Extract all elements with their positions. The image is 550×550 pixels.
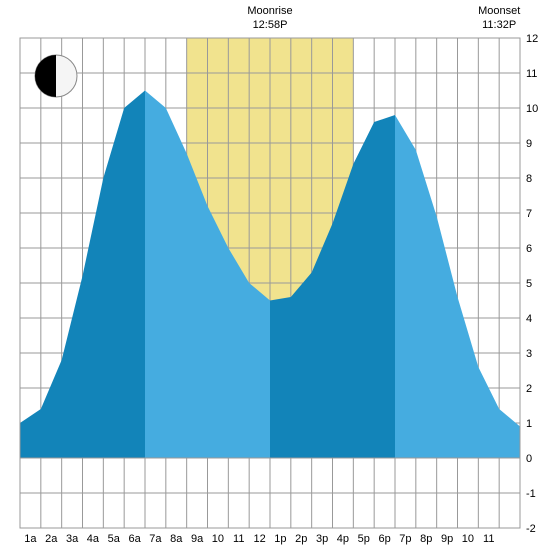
chart-svg: 1a2a3a4a5a6a7a8a9a1011121p2p3p4p5p6p7p8p… [0,0,550,550]
y-label: -2 [526,523,536,535]
x-label: 10 [212,533,224,545]
x-label: 7a [149,533,162,545]
y-label: 11 [526,68,537,80]
x-label: 11 [233,533,244,545]
y-label: 4 [526,313,532,325]
moon-phase-shadow [35,55,56,97]
x-label: 6a [128,533,141,545]
x-label: 5a [108,533,121,545]
moonrise-time: 12:58P [253,19,288,31]
x-label: 9p [441,533,453,545]
x-label: 5p [358,533,370,545]
moonrise-label: Moonrise [247,5,292,17]
y-label: 9 [526,138,532,150]
y-label: 3 [526,348,532,360]
x-label: 1a [24,533,37,545]
x-label: 3a [66,533,79,545]
moonset-label: Moonset [478,5,520,17]
x-label: 7p [399,533,411,545]
moonset-time: 11:32P [482,19,516,31]
x-label: 4p [337,533,349,545]
x-label: 12 [253,533,265,545]
y-label: 10 [526,103,538,115]
y-label: 12 [526,33,538,45]
x-label: 6p [378,533,390,545]
y-label: 5 [526,278,532,290]
y-label: 0 [526,453,532,465]
y-label: 1 [526,418,532,430]
y-label: -1 [526,488,536,500]
y-label: 7 [526,208,532,220]
x-label: 2p [295,533,307,545]
x-label: 11 [483,533,494,545]
x-label: 9a [191,533,204,545]
x-label: 1p [274,533,286,545]
y-label: 8 [526,173,532,185]
x-label: 10 [462,533,474,545]
x-label: 4a [87,533,100,545]
y-label: 2 [526,383,532,395]
x-label: 8a [170,533,183,545]
x-label: 2a [45,533,58,545]
y-label: 6 [526,243,532,255]
x-label: 8p [420,533,432,545]
x-label: 3p [316,533,328,545]
tide-chart: 1a2a3a4a5a6a7a8a9a1011121p2p3p4p5p6p7p8p… [0,0,550,550]
